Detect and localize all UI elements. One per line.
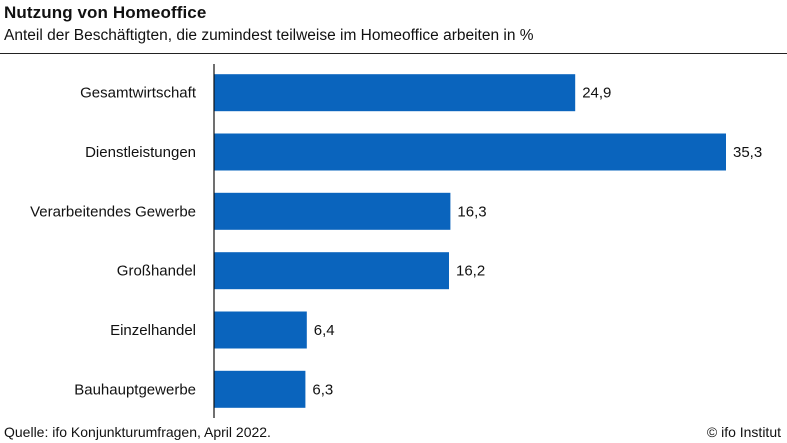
chart-title: Nutzung von Homeoffice [4, 3, 207, 22]
chart-subtitle: Anteil der Beschäftigten, die zumindest … [4, 27, 534, 44]
data-label: 35,3 [733, 144, 762, 161]
category-label: Bauhauptgewerbe [74, 381, 196, 398]
bar [214, 192, 451, 230]
data-label: 6,3 [312, 381, 333, 398]
bar [214, 133, 726, 171]
copyright-note: © ifo Institut [706, 424, 781, 440]
title-divider [0, 53, 787, 54]
data-label: 24,9 [582, 85, 611, 102]
data-label: 16,2 [456, 263, 485, 280]
data-label: 16,3 [457, 203, 486, 220]
bar [214, 311, 307, 349]
bar [214, 252, 449, 290]
category-label: Dienstleistungen [85, 144, 196, 161]
data-label: 6,4 [314, 322, 335, 339]
category-label: Einzelhandel [110, 322, 196, 339]
category-label: Verarbeitendes Gewerbe [30, 203, 196, 220]
category-label: Gesamtwirtschaft [80, 85, 197, 102]
source-note: Quelle: ifo Konjunkturumfragen, April 20… [4, 424, 271, 440]
category-label: Großhandel [117, 263, 196, 280]
bar [214, 370, 306, 408]
bar [214, 74, 576, 112]
